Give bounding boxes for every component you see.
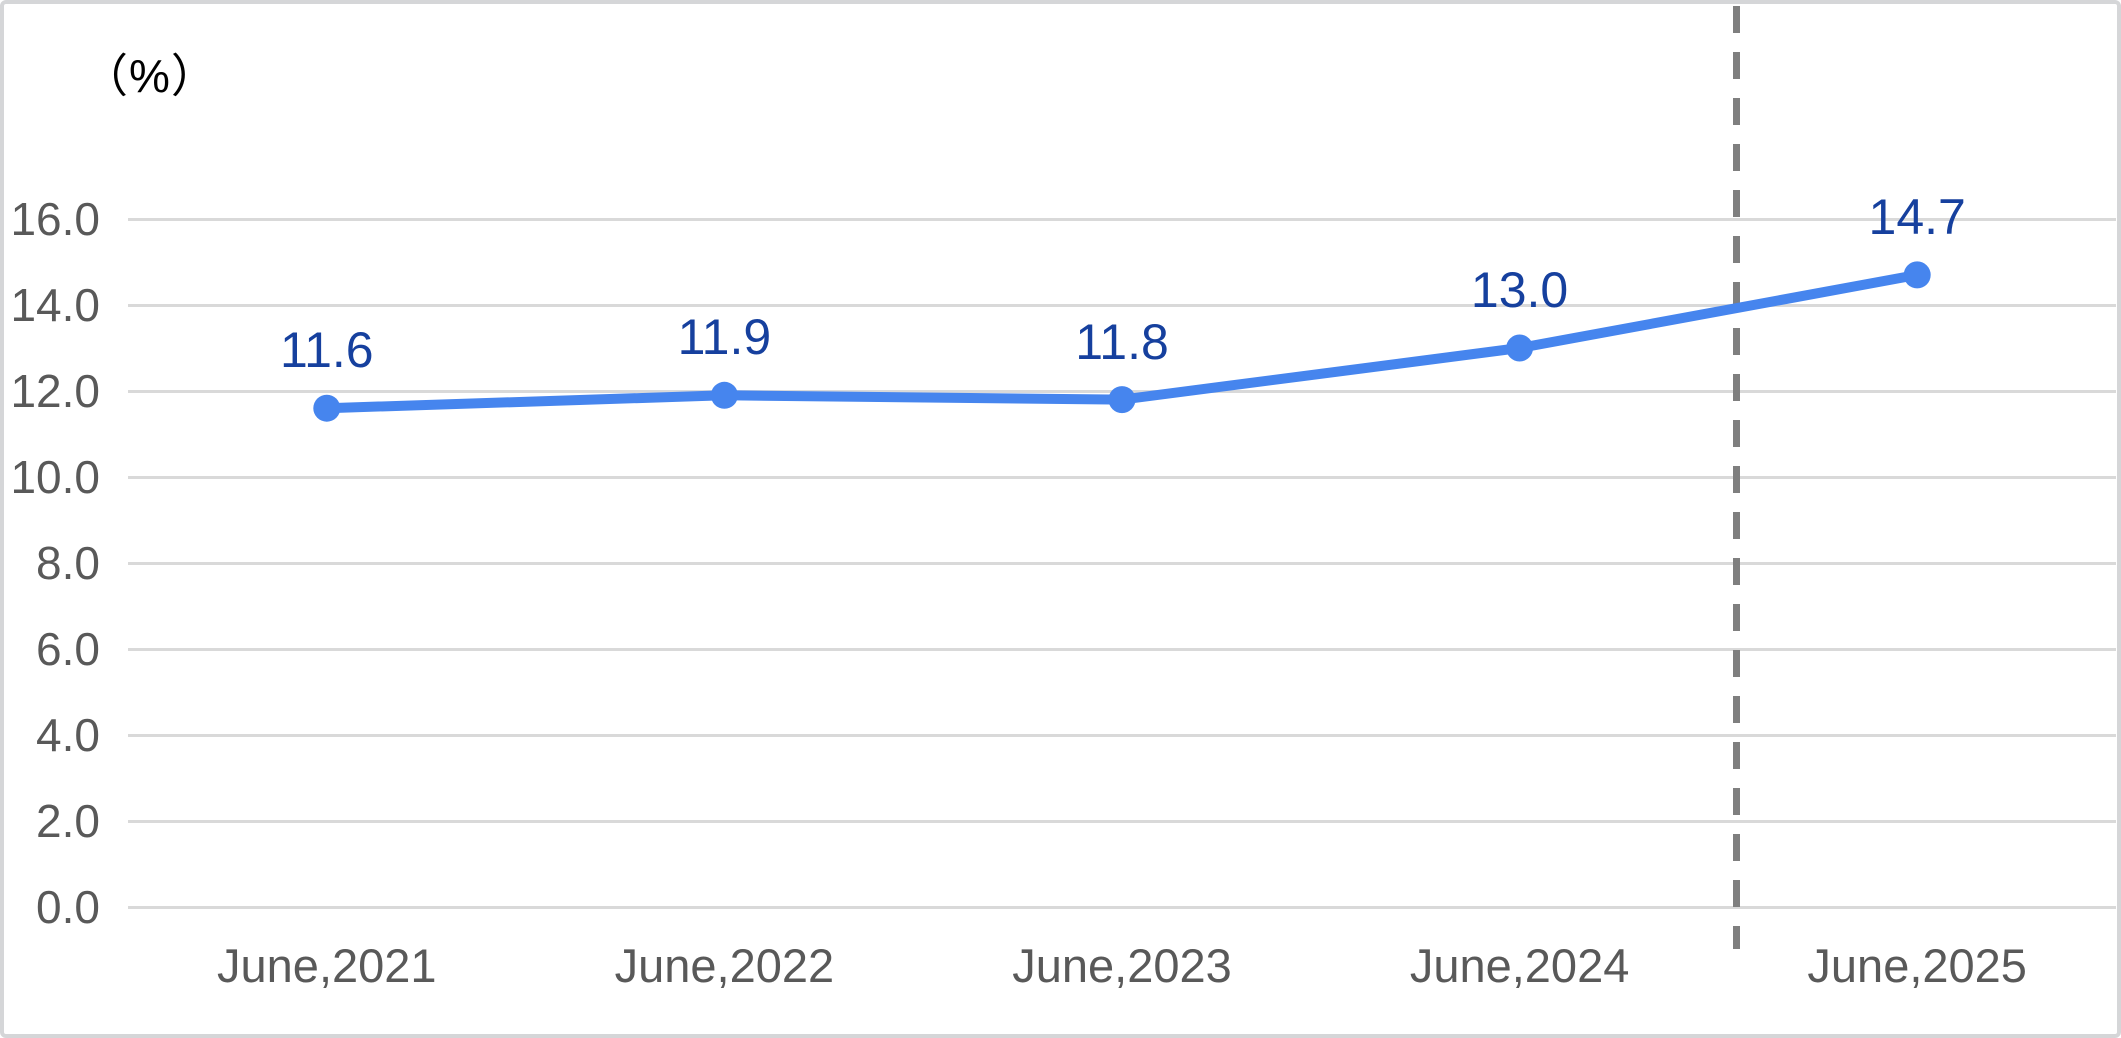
y-tick-label: 10.0: [10, 451, 100, 503]
y-axis-unit-label: （%）: [82, 50, 218, 102]
data-point-marker-June,2025: [1903, 261, 1931, 289]
data-label: 11.9: [677, 309, 772, 366]
x-tick-label: June,2025: [1807, 939, 2027, 992]
data-point-marker-June,2024: [1506, 334, 1534, 362]
data-point-marker-June,2023: [1108, 386, 1136, 414]
gridline-y-8.0: [128, 561, 2116, 565]
x-tick-label: June,2022: [614, 939, 835, 992]
y-tick-label: 6.0: [36, 623, 100, 675]
data-label: 14.7: [1868, 188, 1966, 245]
data-label: 11.8: [1075, 313, 1169, 370]
data-point-marker-June,2021: [313, 394, 341, 422]
y-tick-label: 0.0: [36, 881, 100, 933]
gridline-y-6.0: [128, 647, 2116, 651]
gridline-y-16.0: [128, 217, 2116, 221]
gridline-y-10.0: [128, 475, 2116, 479]
data-series-layer: [313, 261, 1931, 422]
x-tick-label: June,2023: [1012, 939, 1232, 992]
forecast-divider-dashed-line: [1732, 6, 1740, 949]
x-tick-label: June,2024: [1409, 939, 1630, 992]
gridline-y-0.0: [128, 905, 2116, 909]
gridline-y-14.0: [128, 303, 2116, 307]
y-tick-label: 12.0: [10, 365, 100, 417]
gridline-y-4.0: [128, 733, 2116, 737]
data-label: 11.6: [279, 322, 374, 379]
data-label: 13.0: [1470, 262, 1569, 318]
y-tick-label: 8.0: [36, 537, 100, 589]
data-point-marker-June,2022: [710, 381, 738, 409]
gridline-y-2.0: [128, 819, 2116, 823]
x-tick-label: June,2021: [217, 939, 437, 992]
y-tick-label: 4.0: [36, 709, 100, 761]
y-tick-label: 16.0: [10, 193, 100, 245]
y-tick-label: 2.0: [36, 795, 100, 847]
y-tick-label: 14.0: [10, 279, 100, 331]
